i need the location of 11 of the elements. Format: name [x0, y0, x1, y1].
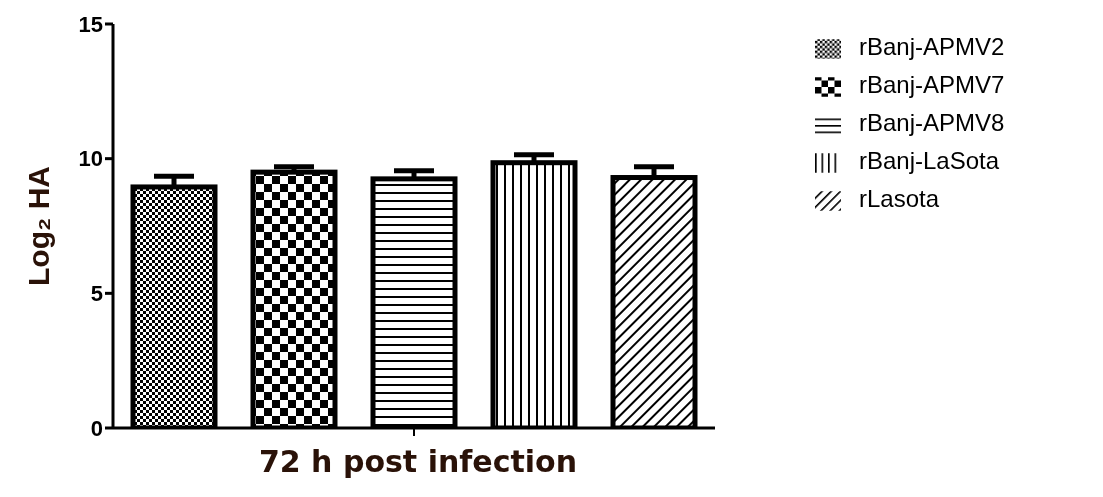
legend-label: rLasota — [859, 185, 940, 212]
y-tick-label: 15 — [78, 11, 103, 37]
y-tick-label: 5 — [90, 281, 103, 307]
legend-label: rBanj-APMV2 — [859, 33, 1005, 60]
legend-label: rBanj-APMV7 — [859, 71, 1005, 98]
y-tick-label: 0 — [90, 415, 103, 441]
y-axis-title: Log₂ HA — [21, 166, 55, 286]
x-axis-title: 72 h post infection — [257, 444, 579, 479]
legend-label: rBanj-APMV8 — [859, 109, 1005, 136]
legend-label: rBanj-LaSota — [859, 147, 1000, 174]
y-tick-label: 10 — [78, 146, 103, 172]
